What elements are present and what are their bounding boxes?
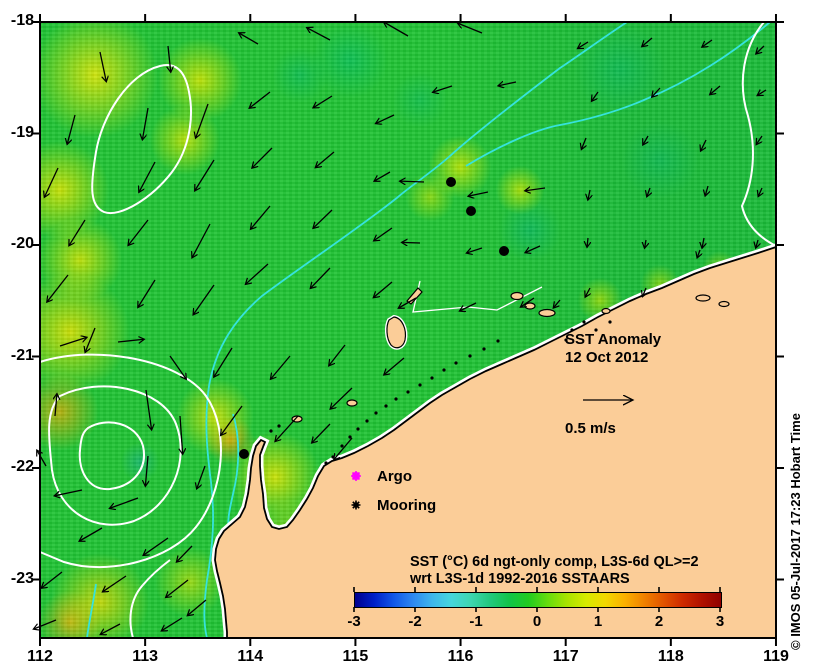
y-tick-label: -20 [10,235,34,252]
y-tick-label: -23 [10,569,34,587]
colorbar-title-line2: wrt L3S-1d 1992-2016 SSTAARS [410,571,630,587]
colorbar-tick-label: -3 [347,613,361,630]
x-tick-label: 118 [657,648,684,665]
colorbar-tick-label: 2 [654,613,664,630]
colorbar-tick-label: -2 [408,613,422,630]
x-tick-label: 119 [763,648,789,665]
map-title: SST Anomaly [565,331,662,348]
legend-argo-label: Argo [377,468,412,485]
x-tick-label: 114 [237,648,264,665]
sst-color-field [40,22,776,638]
x-tick-label: 112 [27,648,53,665]
y-tick-label: -18 [10,12,34,29]
y-tick-label: -21 [10,346,34,364]
colorbar-tick-label: 0 [532,613,542,630]
colorbar [354,592,722,608]
colorbar-tick-label: -1 [469,613,483,630]
colorbar-tick-label: 3 [715,613,725,630]
map-date: 12 Oct 2012 [565,349,649,366]
y-tick-label: -19 [10,123,34,141]
x-tick-label: 117 [552,648,579,665]
x-tick-label: 116 [447,648,474,665]
reference-arrow-label: 0.5 m/s [565,420,616,437]
x-tick-label: 113 [132,648,159,665]
y-tick-label: -22 [10,458,34,475]
colorbar-title-line1: SST (°C) 6d ngt-only comp, L3S-6d QL>=2 [410,554,699,570]
legend-mooring-label: Mooring [377,497,437,514]
colorbar-tick-label: 1 [593,613,603,630]
x-tick-label: 115 [342,648,369,665]
attribution-text: © IMOS 05-Jul-2017 17:23 Hobart Time [788,413,803,650]
